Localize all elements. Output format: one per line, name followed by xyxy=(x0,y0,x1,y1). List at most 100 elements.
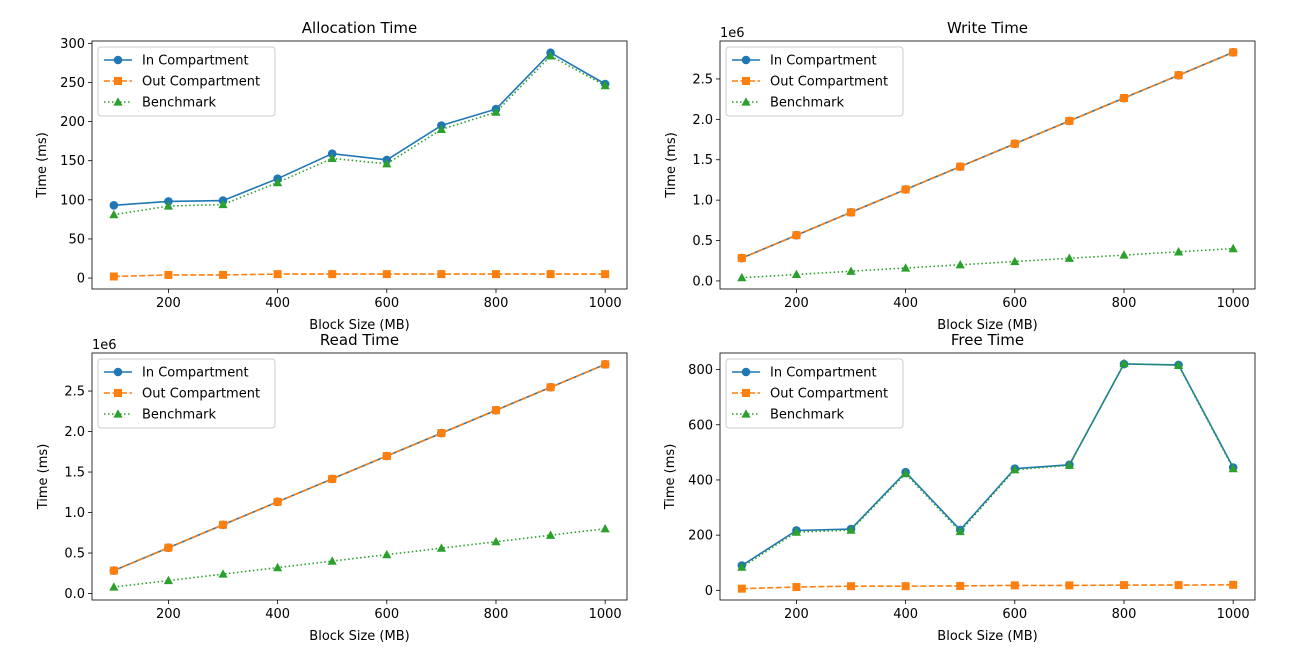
x-tick-label: 600 xyxy=(1002,296,1027,311)
legend-box xyxy=(725,358,904,429)
y-tick-label: 100 xyxy=(60,193,85,208)
legend-marker xyxy=(113,409,123,418)
data-point xyxy=(737,584,746,593)
data-point xyxy=(273,270,282,279)
x-tick-label: 400 xyxy=(265,607,290,622)
data-point xyxy=(545,530,556,539)
data-point xyxy=(737,562,747,571)
data-point xyxy=(437,429,446,438)
data-point xyxy=(382,452,391,461)
x-tick-label: 400 xyxy=(893,296,918,311)
legend-marker xyxy=(114,77,122,85)
legend-label: Benchmark xyxy=(142,96,217,111)
legend-label: In Compartment xyxy=(770,54,877,69)
data-point xyxy=(218,569,228,578)
plot-area xyxy=(109,360,610,591)
legend-label: In Compartment xyxy=(142,366,249,381)
data-point xyxy=(546,383,555,392)
plot-area xyxy=(737,358,1238,593)
chart-title: Read Time xyxy=(320,331,399,349)
x-tick-label: 400 xyxy=(265,296,290,311)
data-point xyxy=(1173,247,1184,256)
data-point xyxy=(1010,581,1019,590)
data-point xyxy=(219,270,228,279)
data-point xyxy=(1065,116,1074,125)
subplot-4: Free Time 200 400 600 800 1000 0 200 400 600 800 Bl… xyxy=(663,331,1256,644)
data-point xyxy=(1228,243,1238,253)
data-point xyxy=(273,177,283,187)
legend-label: Out Compartment xyxy=(142,387,260,402)
y-axis-label: Time (ms) xyxy=(35,132,50,199)
y-tick-label: 0 xyxy=(77,272,85,287)
legend: In Compartment Out Compartment Benchmark xyxy=(725,358,904,429)
series-line-3 xyxy=(113,527,606,588)
series-line-2 xyxy=(741,51,1234,259)
data-point xyxy=(847,582,856,591)
axes-frame xyxy=(719,352,1256,601)
y-tick-label: 2.5 xyxy=(692,72,713,87)
x-tick-label: 600 xyxy=(1002,607,1027,622)
data-point xyxy=(491,107,501,116)
data-point xyxy=(1119,250,1129,259)
series-line-2 xyxy=(113,363,606,572)
x-tick-label: 1000 xyxy=(589,607,622,622)
series-line-2 xyxy=(741,583,1234,590)
plot-area xyxy=(737,48,1238,282)
data-point xyxy=(491,406,500,415)
data-point xyxy=(545,51,556,60)
data-point xyxy=(109,582,119,591)
data-point xyxy=(791,527,802,536)
x-tick-label: 200 xyxy=(784,296,809,311)
legend-box xyxy=(97,358,276,429)
x-axis-label: Block Size (MB) xyxy=(937,318,1037,333)
data-point xyxy=(109,566,118,575)
legend-marker xyxy=(741,55,751,65)
x-axis-label: Block Size (MB) xyxy=(309,629,409,644)
legend-label: Out Compartment xyxy=(142,75,260,90)
data-point xyxy=(546,270,555,279)
x-tick-label: 400 xyxy=(893,607,918,622)
data-point xyxy=(328,474,337,483)
y-tick-label: 150 xyxy=(60,154,85,169)
axes-frame xyxy=(91,352,628,601)
data-point xyxy=(1229,48,1238,57)
x-tick-label: 1000 xyxy=(1217,607,1250,622)
data-point xyxy=(436,124,446,134)
legend-label: In Compartment xyxy=(770,366,877,381)
series-line-1 xyxy=(113,51,606,207)
x-tick-label: 200 xyxy=(156,296,181,311)
legend-box xyxy=(725,46,904,117)
y-tick-label: 2.5 xyxy=(64,385,85,400)
data-point xyxy=(1119,581,1128,590)
legend-marker xyxy=(741,367,751,377)
data-point xyxy=(163,575,174,585)
x-tick-label: 1000 xyxy=(589,296,622,311)
legend-label: In Compartment xyxy=(142,54,249,69)
data-point xyxy=(327,153,337,162)
data-point xyxy=(846,525,856,534)
series-line-2 xyxy=(113,273,606,278)
data-point xyxy=(436,543,446,552)
data-point xyxy=(901,263,911,272)
data-point xyxy=(901,185,910,194)
data-point xyxy=(1173,360,1184,370)
data-point xyxy=(109,209,119,219)
y-offset-label: 1e6 xyxy=(92,338,117,353)
chart-title: Free Time xyxy=(951,331,1024,349)
data-point xyxy=(601,270,610,279)
data-point xyxy=(955,526,965,536)
legend-marker xyxy=(113,55,123,65)
legend: In Compartment Out Compartment Benchmark xyxy=(725,46,904,117)
y-tick-label: 600 xyxy=(688,418,713,433)
data-point xyxy=(901,582,910,591)
data-point xyxy=(600,80,610,90)
series-line-3 xyxy=(741,247,1234,279)
data-point xyxy=(1064,460,1074,469)
data-point xyxy=(328,270,337,279)
legend-label: Benchmark xyxy=(770,408,845,423)
data-point xyxy=(1010,464,1020,474)
x-tick-label: 800 xyxy=(484,607,509,622)
y-tick-label: 400 xyxy=(688,473,713,488)
legend-marker xyxy=(742,389,750,397)
axes-frame xyxy=(719,40,1256,290)
